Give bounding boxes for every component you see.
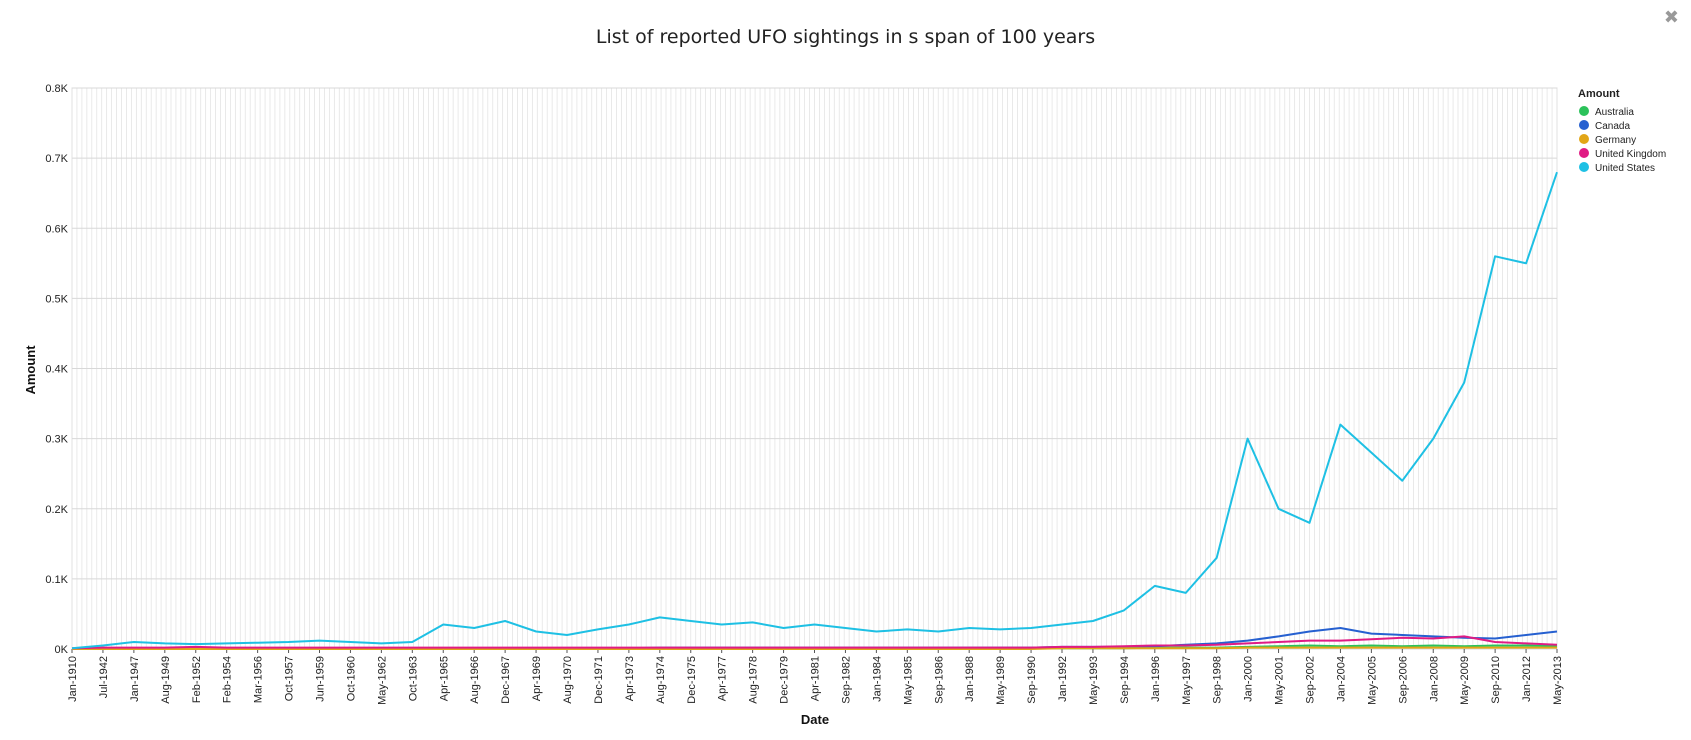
series-line-united-kingdom	[71, 635, 1558, 650]
x-tick-label: Aug-1966	[469, 656, 481, 704]
series-lines	[71, 171, 1558, 650]
x-tick-label: May-1962	[376, 656, 388, 705]
x-tick-label: Sep-2006	[1397, 656, 1409, 704]
x-tick-label: Dec-1975	[686, 656, 698, 704]
x-tick-label: May-2009	[1459, 656, 1471, 705]
x-tick-label: Aug-1974	[655, 656, 667, 704]
grid	[71, 87, 1558, 650]
x-tick-label: Jun-1959	[315, 656, 327, 702]
y-tick-label: 0.2K	[45, 504, 68, 516]
x-tick-label: Sep-2010	[1490, 656, 1502, 704]
x-axis-title: Date	[801, 712, 829, 727]
legend-label: Australia	[1595, 107, 1634, 118]
x-tick-label: Apr-1973	[624, 656, 636, 701]
x-tick-label: Sep-2002	[1305, 656, 1317, 704]
chart-title: List of reported UFO sightings in s span…	[595, 26, 1096, 48]
x-tick-label: Jan-2004	[1335, 656, 1347, 702]
x-tick-label: Sep-1986	[933, 656, 945, 704]
x-tick-label: Oct-1963	[407, 656, 419, 701]
x-tick-label: Jul-1942	[98, 656, 110, 698]
legend-label: Germany	[1595, 135, 1636, 146]
x-tick-label: Feb-1954	[222, 656, 234, 703]
x-tick-label: Mar-1956	[253, 656, 265, 703]
y-tick-label: 0.4K	[45, 364, 68, 376]
x-tick-label: Dec-1971	[593, 656, 605, 704]
x-tick-label: Apr-1977	[717, 656, 729, 701]
x-axis-ticks: Jan-1910 Jul-1942 Jan-1947 Aug-1949 Feb-1952…	[67, 649, 1564, 705]
legend-swatch	[1579, 120, 1589, 130]
legend-label: Canada	[1595, 121, 1630, 132]
legend-label: United Kingdom	[1595, 149, 1666, 160]
x-tick-label: Jan-1947	[129, 656, 141, 702]
series-line-united-states	[71, 171, 1558, 650]
y-axis-ticks: 0K 0.1K 0.2K 0.3K 0.4K 0.5K 0.6K 0.7K 0.8K	[45, 83, 68, 656]
legend-swatch	[1579, 162, 1589, 172]
x-tick-label: Oct-1960	[345, 656, 357, 701]
x-tick-label: Oct-1957	[284, 656, 296, 701]
x-tick-label: Feb-1952	[191, 656, 203, 703]
x-tick-label: Apr-1969	[531, 656, 543, 701]
x-tick-label: Aug-1970	[562, 656, 574, 704]
x-tick-label: May-2005	[1366, 656, 1378, 705]
x-tick-label: Dec-1979	[779, 656, 791, 704]
y-tick-label: 0.8K	[45, 83, 68, 95]
x-tick-label: Aug-1949	[160, 656, 172, 704]
x-tick-label: Sep-1982	[840, 656, 852, 704]
series-line-germany	[72, 646, 1557, 650]
x-tick-label: Jan-2012	[1521, 656, 1533, 702]
y-tick-label: 0.7K	[45, 153, 68, 165]
close-icon[interactable]: ✖	[1663, 7, 1679, 28]
x-tick-label: Sep-1994	[1119, 656, 1131, 704]
x-tick-label: Jan-1992	[1057, 656, 1069, 702]
legend-swatch	[1579, 134, 1589, 144]
y-tick-label: 0.5K	[45, 293, 68, 305]
x-tick-label: May-1989	[995, 656, 1007, 705]
x-tick-label: Apr-1981	[810, 656, 822, 701]
x-tick-label: May-1997	[1181, 656, 1193, 705]
x-tick-label: Apr-1965	[438, 656, 450, 701]
x-tick-label: May-2001	[1274, 656, 1286, 705]
y-tick-label: 0.6K	[45, 223, 68, 235]
x-tick-label: Aug-1978	[748, 656, 760, 704]
x-tick-label: May-1993	[1088, 656, 1100, 705]
x-tick-label: Jan-1910	[67, 656, 79, 702]
y-axis-title: Amount	[23, 345, 38, 395]
x-tick-label: Jan-2008	[1428, 656, 1440, 702]
legend: Amount Australia Canada Germany United King…	[1578, 88, 1666, 174]
legend-title: Amount	[1578, 88, 1620, 100]
x-tick-label: Jan-1996	[1150, 656, 1162, 702]
x-tick-label: Jan-1988	[964, 656, 976, 702]
x-tick-label: May-1985	[902, 656, 914, 705]
legend-swatch	[1579, 148, 1589, 158]
x-tick-label: May-2013	[1552, 656, 1564, 705]
y-tick-label: 0.1K	[45, 574, 68, 586]
legend-label: United States	[1595, 163, 1655, 174]
x-tick-label: Jan-1984	[871, 656, 883, 702]
x-tick-label: Dec-1967	[500, 656, 512, 704]
x-tick-label: Sep-1998	[1212, 656, 1224, 704]
y-tick-label: 0K	[55, 644, 69, 656]
legend-swatch	[1579, 106, 1589, 116]
x-tick-label: Sep-1990	[1026, 656, 1038, 704]
y-tick-label: 0.3K	[45, 434, 68, 446]
x-tick-label: Jan-2000	[1243, 656, 1255, 702]
